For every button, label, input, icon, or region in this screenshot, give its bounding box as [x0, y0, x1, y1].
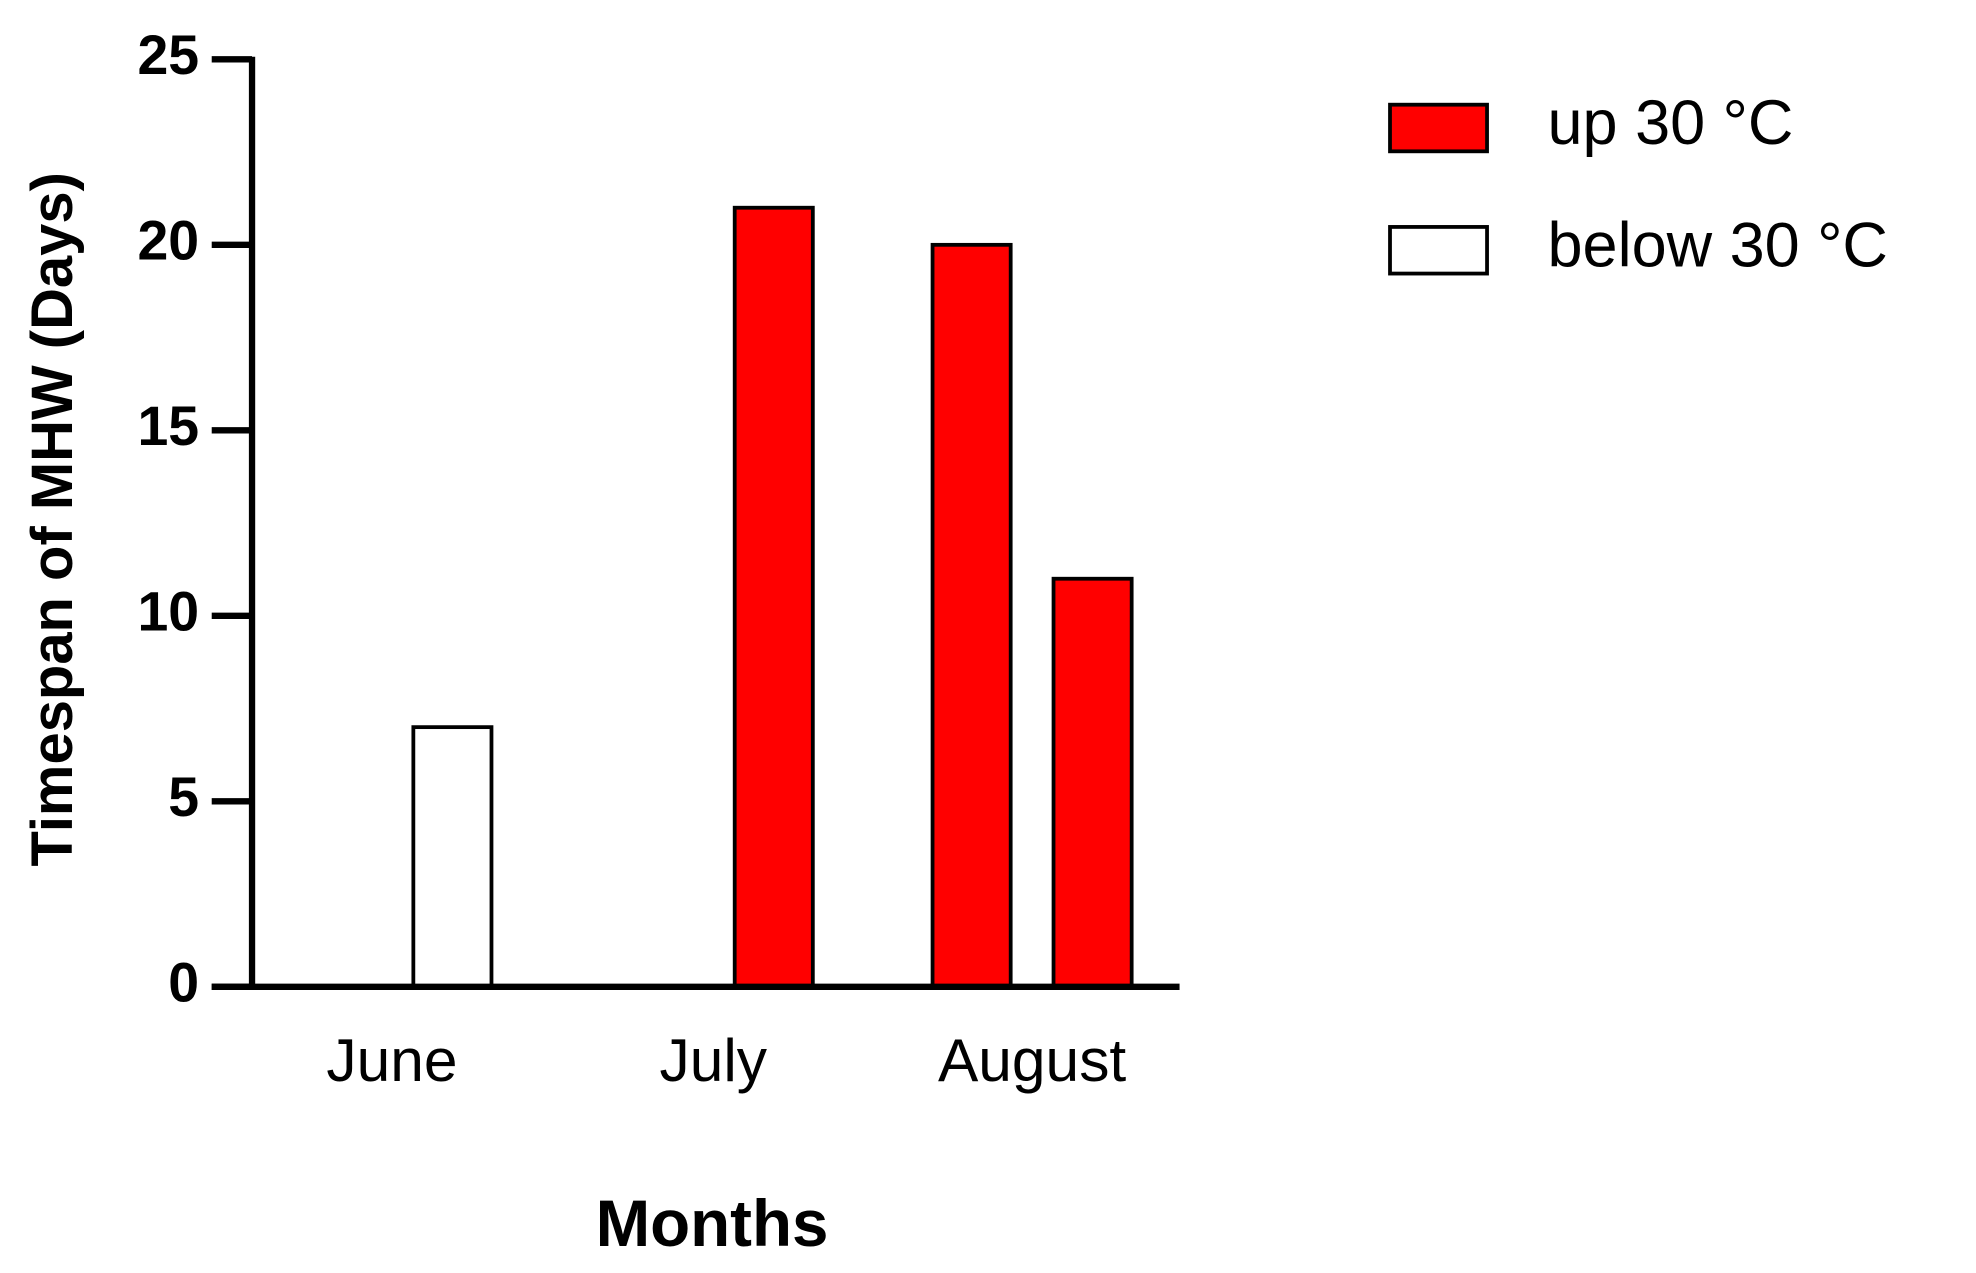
- y-tick-label: 5: [168, 766, 199, 828]
- x-tick-label: June: [326, 1026, 457, 1094]
- legend-label: below 30 °C: [1548, 210, 1888, 280]
- x-axis-label: Months: [596, 1187, 829, 1260]
- legend-swatch: [1388, 102, 1489, 154]
- y-tick-label: 20: [137, 209, 199, 271]
- y-tick-label: 0: [168, 951, 199, 1013]
- legend-label: up 30 °C: [1548, 88, 1794, 158]
- y-tick-label: 15: [137, 395, 199, 457]
- y-tick-label: 10: [137, 580, 199, 642]
- legend-swatch: [1388, 225, 1489, 276]
- y-axis-label: Timespan of MHW (Days): [21, 172, 85, 866]
- bar: [930, 242, 1013, 989]
- y-tick-label: 25: [137, 24, 199, 86]
- bar: [732, 205, 815, 989]
- bar: [1051, 576, 1134, 989]
- bar: [411, 725, 494, 989]
- x-tick-label: July: [660, 1026, 768, 1094]
- x-tick-label: August: [938, 1026, 1126, 1094]
